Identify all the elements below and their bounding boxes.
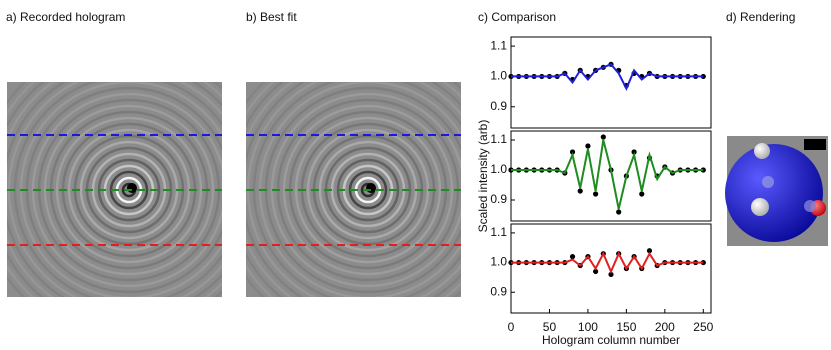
plot-frame	[510, 130, 712, 222]
plot-frame	[510, 36, 712, 129]
data-point	[700, 259, 706, 266]
data-point	[585, 143, 591, 149]
plot-frame	[510, 223, 712, 314]
y-tick-label: 1.0	[490, 69, 507, 83]
y-tick-label: 1.0	[490, 255, 507, 269]
core	[127, 183, 137, 193]
x-axis-label: Hologram column number	[542, 333, 680, 347]
ring	[43, 104, 215, 276]
data-point	[639, 191, 645, 197]
x-tick-label: 250	[693, 320, 713, 334]
data-point	[631, 149, 637, 155]
y-axis-label: Scaled intensity (arb)	[476, 120, 490, 233]
ring	[294, 116, 442, 264]
y-tick-label: 0.9	[490, 99, 507, 113]
data-point	[700, 73, 706, 80]
y-tick-label: 0.9	[490, 192, 507, 206]
data-point	[646, 248, 653, 254]
rendering	[725, 136, 828, 246]
x-tick-label: 200	[655, 320, 675, 334]
hologram-image	[7, 82, 222, 297]
x-tick-label: 100	[578, 320, 598, 334]
y-tick-label: 1.1	[490, 38, 507, 52]
ring	[55, 116, 203, 264]
data-point	[593, 268, 599, 275]
x-tick-label: 0	[508, 320, 515, 334]
y-tick-label: 0.9	[490, 284, 507, 298]
panel-label: b) Best fit	[246, 10, 297, 24]
panel-label: d) Rendering	[726, 10, 795, 24]
data-point	[600, 134, 606, 140]
y-tick-label: 1.0	[490, 162, 507, 176]
data-point	[593, 191, 599, 197]
fit-line	[511, 139, 704, 210]
hologram-image	[246, 82, 461, 297]
panel-label: a) Recorded hologram	[6, 10, 125, 24]
data-point	[608, 271, 614, 278]
x-tick-label: 150	[616, 320, 636, 334]
y-tick-label: 1.1	[490, 225, 507, 239]
ring	[282, 104, 454, 276]
x-tick-label: 50	[543, 320, 557, 334]
fit-line	[511, 251, 704, 275]
data-point	[569, 254, 576, 260]
panel-label: c) Comparison	[478, 10, 556, 24]
y-tick-label: 1.1	[490, 132, 507, 146]
core	[366, 183, 376, 193]
fit-line	[511, 63, 704, 91]
data-point	[569, 149, 576, 155]
data-point	[577, 188, 583, 194]
data-point	[616, 209, 622, 215]
data-point	[700, 167, 706, 173]
